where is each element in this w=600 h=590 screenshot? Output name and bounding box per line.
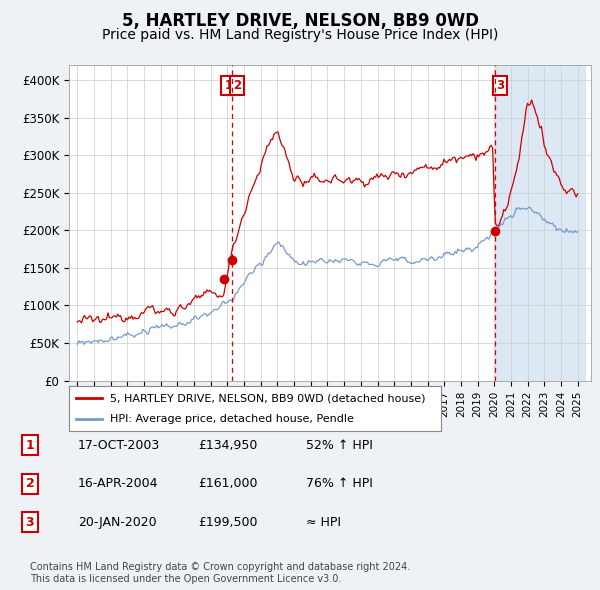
Text: 1: 1 <box>26 439 34 452</box>
Text: 5, HARTLEY DRIVE, NELSON, BB9 0WD (detached house): 5, HARTLEY DRIVE, NELSON, BB9 0WD (detac… <box>110 394 425 404</box>
Text: 1: 1 <box>224 79 232 92</box>
Text: 20-JAN-2020: 20-JAN-2020 <box>78 516 157 529</box>
Text: Contains HM Land Registry data © Crown copyright and database right 2024.
This d: Contains HM Land Registry data © Crown c… <box>30 562 410 584</box>
Text: 3: 3 <box>26 516 34 529</box>
Text: HPI: Average price, detached house, Pendle: HPI: Average price, detached house, Pend… <box>110 414 354 424</box>
Text: £161,000: £161,000 <box>198 477 257 490</box>
Text: 17-OCT-2003: 17-OCT-2003 <box>78 439 160 452</box>
Text: Price paid vs. HM Land Registry's House Price Index (HPI): Price paid vs. HM Land Registry's House … <box>102 28 498 42</box>
Text: ≈ HPI: ≈ HPI <box>306 516 341 529</box>
Text: £134,950: £134,950 <box>198 439 257 452</box>
Text: 3: 3 <box>496 79 504 92</box>
Text: 16-APR-2004: 16-APR-2004 <box>78 477 158 490</box>
Text: 76% ↑ HPI: 76% ↑ HPI <box>306 477 373 490</box>
Text: 2: 2 <box>233 79 242 92</box>
Text: 2: 2 <box>26 477 34 490</box>
Bar <box>495 65 586 381</box>
Text: 5, HARTLEY DRIVE, NELSON, BB9 0WD: 5, HARTLEY DRIVE, NELSON, BB9 0WD <box>121 12 479 30</box>
Text: £199,500: £199,500 <box>198 516 257 529</box>
Text: 52% ↑ HPI: 52% ↑ HPI <box>306 439 373 452</box>
